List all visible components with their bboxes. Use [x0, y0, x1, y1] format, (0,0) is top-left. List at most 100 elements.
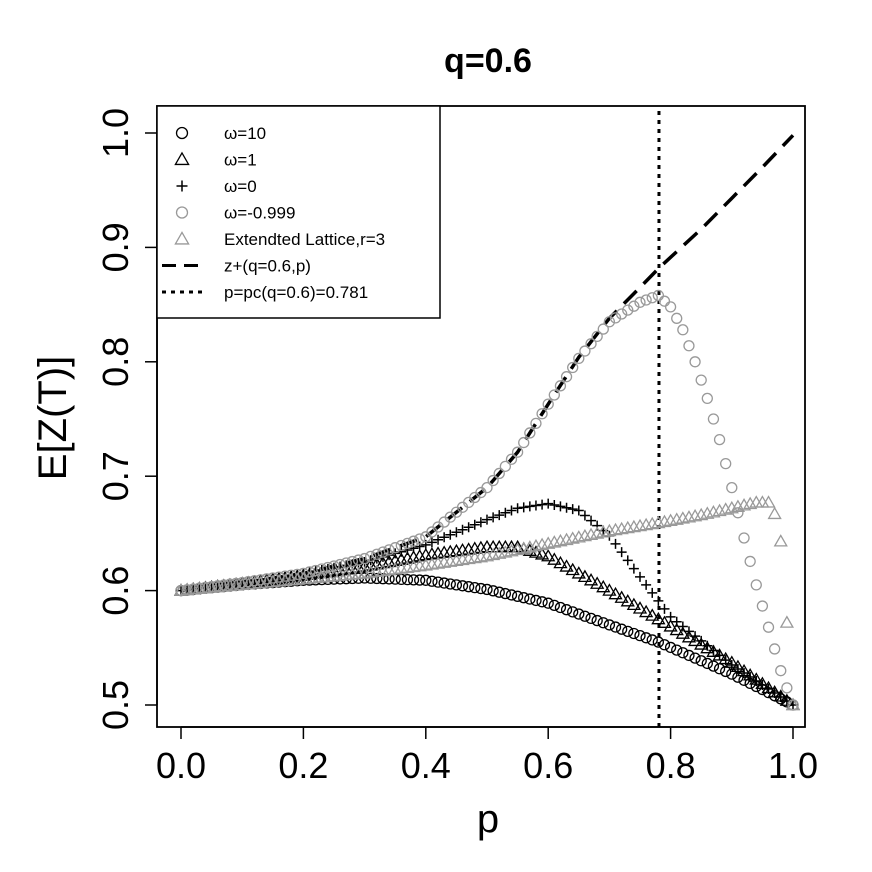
data-point	[597, 617, 609, 629]
data-point	[683, 649, 695, 662]
legend-symbol	[174, 231, 190, 245]
data-point	[689, 652, 701, 664]
data-point	[713, 433, 726, 446]
data-point	[609, 312, 622, 324]
data-point	[487, 585, 499, 597]
data-point	[663, 619, 678, 632]
data-point	[708, 645, 719, 656]
data-point	[371, 572, 383, 585]
data-point	[781, 682, 793, 694]
legend-item: Extendted Lattice,r=3	[174, 230, 385, 249]
data-point	[608, 586, 623, 600]
x-axis: 0.0 0.2 0.4 0.6 0.8 1.0	[156, 726, 818, 786]
data-point	[659, 603, 670, 614]
data-point	[414, 533, 426, 545]
legend-item: z+(q=0.6,p)	[162, 257, 311, 276]
data-point	[499, 587, 512, 600]
data-point	[634, 296, 646, 308]
data-point	[628, 627, 640, 640]
data-point	[518, 502, 529, 513]
y-axis-label: E[Z(T)]	[31, 356, 75, 480]
data-point	[762, 621, 775, 633]
data-point	[658, 639, 671, 651]
data-point	[628, 563, 639, 574]
series-1	[173, 539, 801, 711]
data-point	[303, 566, 316, 578]
data-point	[358, 552, 371, 565]
data-point	[738, 532, 750, 544]
data-point	[510, 539, 525, 553]
data-point	[469, 519, 480, 530]
data-point	[543, 498, 554, 509]
data-point	[524, 593, 536, 605]
data-point	[432, 576, 444, 588]
data-point	[694, 637, 709, 650]
legend-item: ω=0	[176, 177, 257, 196]
data-point	[505, 589, 518, 601]
x-tick-label: 0.6	[523, 745, 573, 786]
data-point	[626, 597, 642, 611]
data-point	[769, 687, 780, 698]
data-point	[365, 550, 377, 563]
data-point	[615, 623, 628, 635]
data-point	[522, 543, 537, 556]
data-point	[695, 655, 707, 667]
legend-label: ω=0	[224, 177, 257, 196]
data-point	[602, 583, 617, 596]
data-point	[534, 547, 550, 560]
data-point	[622, 555, 633, 566]
data-point	[651, 611, 666, 625]
chart-title: q=0.6	[444, 42, 532, 80]
data-point	[560, 371, 573, 383]
data-point	[622, 304, 634, 316]
data-point	[634, 629, 646, 642]
x-tick-label: 0.0	[156, 745, 206, 786]
data-point	[775, 691, 786, 702]
data-point	[683, 626, 694, 637]
data-point	[414, 541, 425, 552]
data-point	[750, 579, 762, 591]
data-point	[614, 590, 629, 603]
data-point	[571, 566, 586, 579]
data-point	[671, 312, 683, 324]
data-point	[768, 643, 781, 655]
data-point	[469, 581, 481, 594]
data-point	[549, 500, 560, 511]
data-point	[316, 563, 328, 575]
data-point	[579, 610, 591, 622]
data-point	[567, 606, 579, 618]
data-point	[671, 616, 682, 627]
data-point	[652, 289, 665, 302]
data-point	[493, 467, 505, 480]
data-point	[720, 665, 732, 678]
data-point	[701, 392, 713, 405]
data-point	[554, 380, 567, 392]
data-point	[726, 481, 738, 494]
data-point	[407, 574, 420, 586]
data-point	[590, 576, 605, 589]
data-point	[559, 559, 574, 572]
data-point	[346, 555, 359, 568]
legend-label: Extendted Lattice,r=3	[224, 230, 385, 249]
data-point	[701, 657, 713, 670]
data-point	[657, 615, 672, 628]
data-point	[553, 555, 568, 569]
legend-label: p=pc(q=0.6)=0.781	[224, 283, 368, 302]
data-point	[536, 408, 548, 420]
data-point	[267, 573, 278, 584]
data-point	[451, 527, 462, 538]
legend-symbol	[175, 206, 189, 219]
data-point	[592, 520, 603, 531]
data-point	[702, 640, 713, 651]
data-point	[645, 608, 660, 621]
data-point	[554, 601, 567, 614]
data-point	[647, 587, 658, 598]
data-point	[755, 495, 770, 508]
data-point	[414, 574, 426, 586]
data-point	[720, 457, 732, 470]
data-point	[767, 506, 782, 520]
data-point	[745, 671, 756, 682]
data-point	[389, 542, 401, 554]
data-point	[689, 356, 701, 368]
